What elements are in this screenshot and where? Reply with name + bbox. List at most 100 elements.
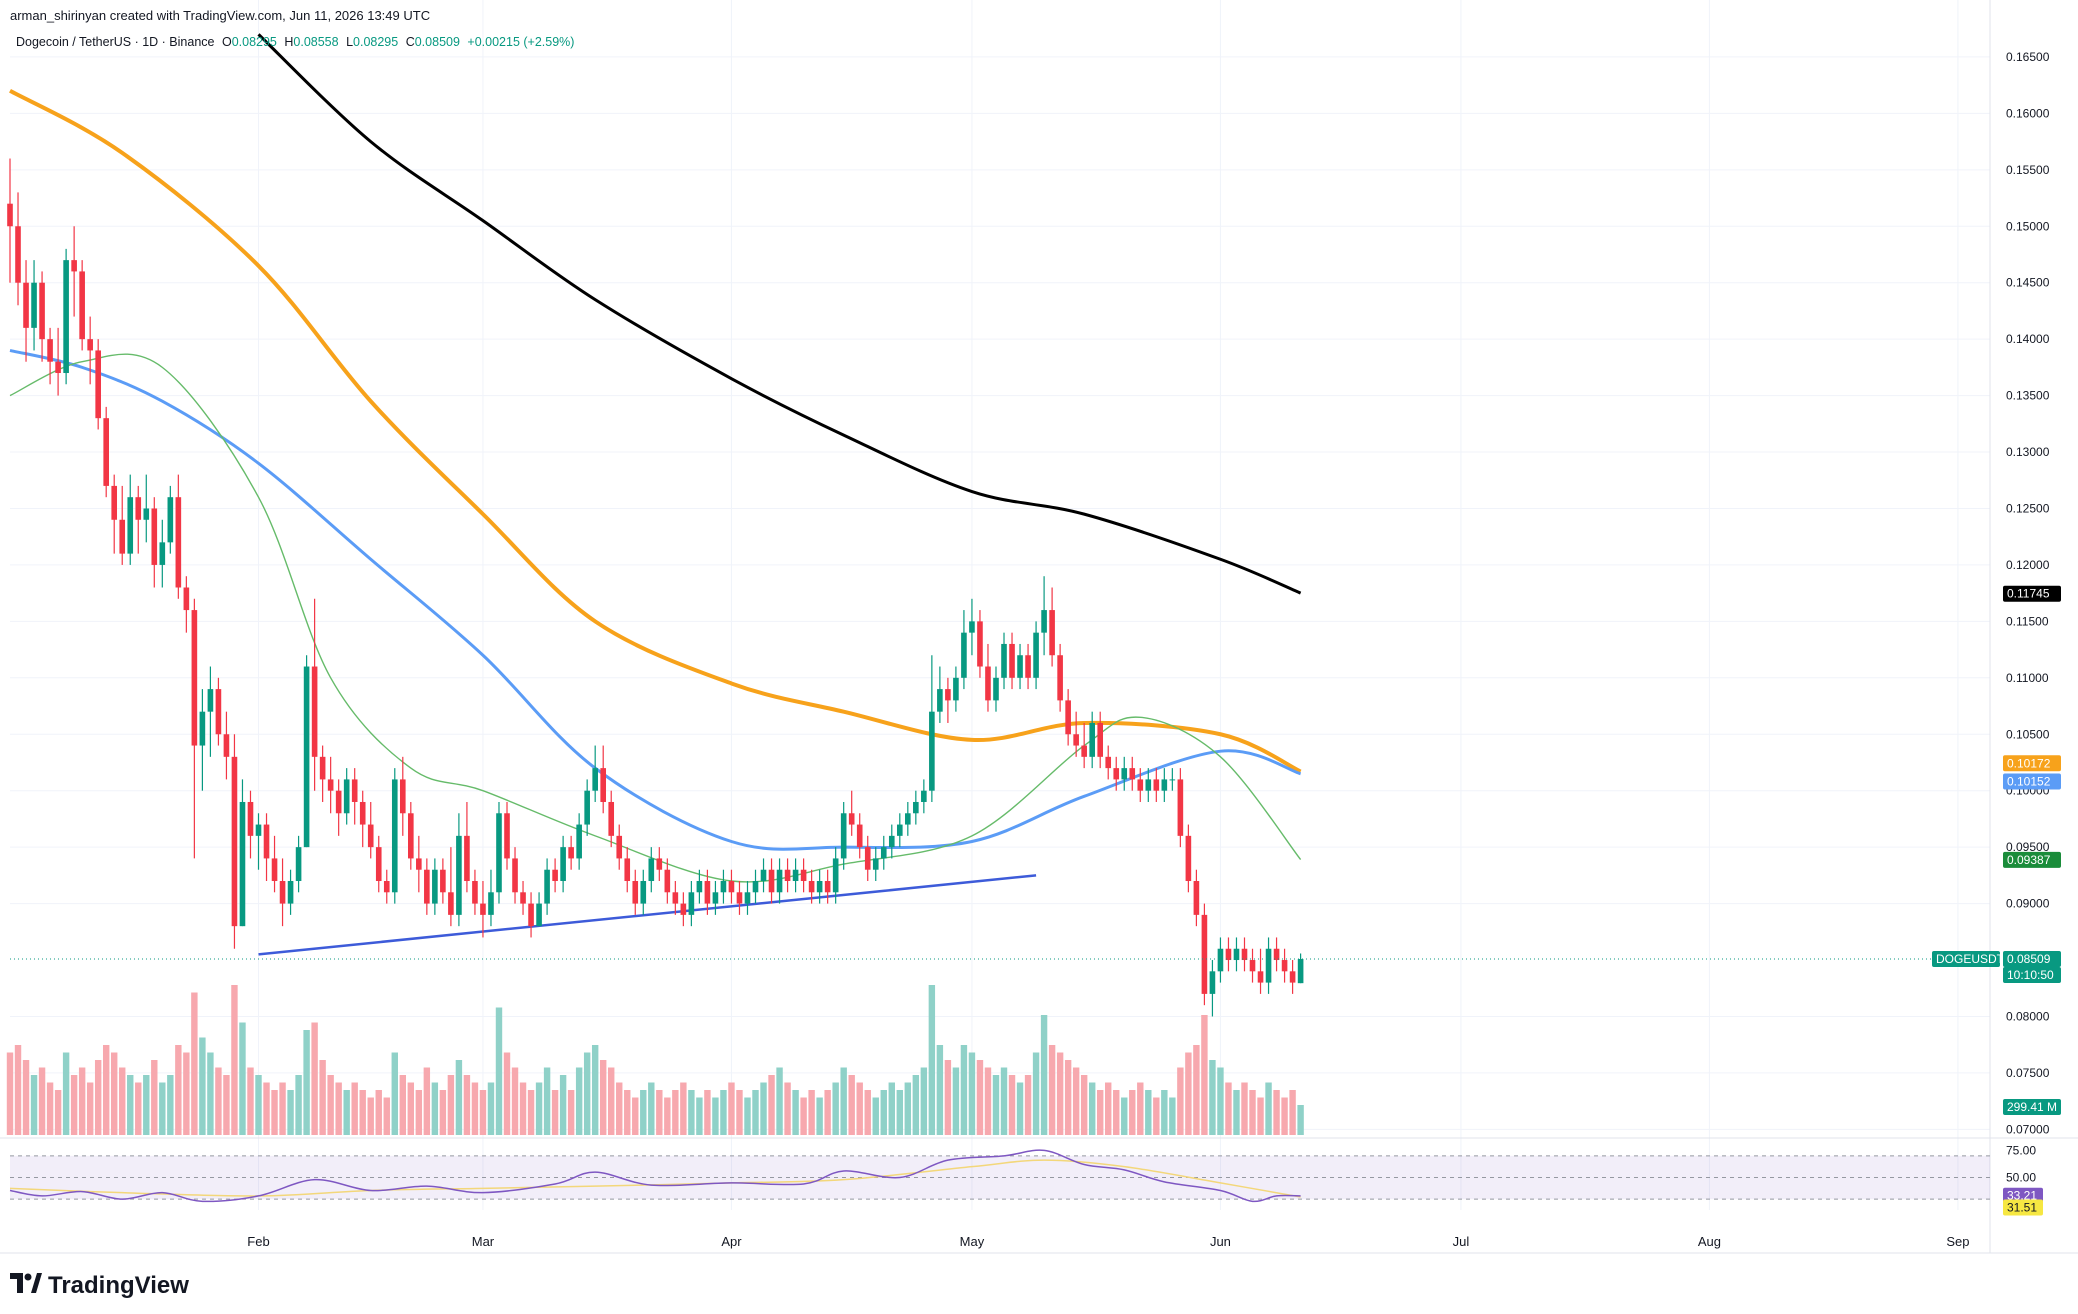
candle-body xyxy=(544,869,550,904)
volume-bar xyxy=(1072,1067,1080,1135)
price-tick-label: 0.12500 xyxy=(2006,501,2050,515)
time-tick-label: Feb xyxy=(247,1234,269,1249)
candle-body xyxy=(872,858,879,870)
volume-bar xyxy=(78,1067,86,1135)
volume-bar xyxy=(912,1075,920,1135)
candle-body xyxy=(552,869,558,882)
candle-body xyxy=(496,813,502,893)
volume-bar xyxy=(295,1075,302,1135)
volume-bar xyxy=(70,1075,78,1135)
volume-bar xyxy=(151,1060,158,1135)
last-price-symbol-tag: DOGEUSDT xyxy=(1936,952,2005,966)
candle-body xyxy=(1289,971,1296,983)
volume-bar xyxy=(175,1045,182,1135)
time-axis[interactable]: Feb Mar Apr May Jun Jul Aug Sep xyxy=(247,1234,1969,1249)
candle-body xyxy=(1161,779,1168,791)
candle-body xyxy=(1121,768,1128,780)
time-tick-label: Mar xyxy=(472,1234,495,1249)
volume-bar xyxy=(776,1067,783,1135)
volume-bar xyxy=(487,1082,495,1135)
volume-bar xyxy=(904,1082,912,1135)
candle-body xyxy=(1153,779,1160,791)
volume-bar xyxy=(583,1052,591,1135)
candle-body xyxy=(55,361,61,374)
candlesticks xyxy=(7,158,1304,1017)
volume-bar xyxy=(591,1045,599,1135)
candle-body xyxy=(159,542,166,565)
volume-bar xyxy=(311,1022,318,1135)
volume-bar xyxy=(680,1082,687,1135)
bar-countdown-tag-box xyxy=(2003,967,2061,984)
candle-body xyxy=(119,519,126,554)
candle-body xyxy=(111,485,118,520)
volume-bar xyxy=(968,1052,976,1135)
candle-body xyxy=(183,587,190,611)
volume-bar xyxy=(102,1045,110,1135)
candle-body xyxy=(816,881,823,893)
volume-bar xyxy=(335,1082,342,1135)
volume-bar xyxy=(167,1075,174,1135)
volume-bar xyxy=(519,1082,527,1135)
candle-body xyxy=(1049,610,1055,656)
candle-body xyxy=(880,847,887,859)
volume-bar xyxy=(279,1082,286,1135)
candle-body xyxy=(1241,948,1248,961)
candle-body xyxy=(680,903,687,915)
candle-body xyxy=(1065,700,1071,735)
time-tick-label: Aug xyxy=(1698,1234,1721,1249)
price-axis[interactable]: 0.16500 0.16000 0.15500 0.15000 0.14500 0.140… xyxy=(2006,50,2050,1185)
candle-body xyxy=(488,892,494,915)
volume-bar xyxy=(183,1052,190,1135)
price-label-ma50-box xyxy=(2003,773,2061,790)
tradingview-brand[interactable]: TradingView xyxy=(10,1272,189,1300)
volume-bar xyxy=(608,1067,615,1135)
volume-bar xyxy=(704,1090,711,1135)
candle-body xyxy=(664,869,671,893)
high-label: H xyxy=(284,35,294,49)
candle-body xyxy=(985,666,991,701)
candle-body xyxy=(351,779,358,802)
volume-bar xyxy=(1153,1097,1160,1135)
volume-bar xyxy=(215,1067,222,1135)
candle-body xyxy=(945,689,951,701)
candle-body xyxy=(1025,655,1031,678)
volume-bar xyxy=(471,1082,479,1135)
price-tick-label: 0.07500 xyxy=(2006,1066,2050,1080)
candle-body xyxy=(1209,971,1216,994)
candle-body xyxy=(263,824,270,859)
candle-body xyxy=(568,847,574,859)
volume-bar xyxy=(191,992,198,1135)
candle-body xyxy=(1257,971,1264,983)
candle-body xyxy=(937,689,943,712)
price-label-ma100-box xyxy=(2003,755,2061,772)
volume-bar xyxy=(864,1090,871,1135)
price-label-ma100: 0.10172 xyxy=(2007,756,2051,770)
candle-body xyxy=(464,835,470,882)
price-tick-label: 0.14000 xyxy=(2006,332,2050,346)
volume-bar xyxy=(720,1090,727,1135)
volume-bar xyxy=(1056,1052,1064,1135)
volume-bar xyxy=(111,1052,118,1135)
candle-body xyxy=(271,858,278,882)
last-price-value-tag: 0.08509 xyxy=(2007,952,2051,966)
ma100-line xyxy=(9,89,1302,774)
rsi-line xyxy=(9,1149,1301,1203)
candle-body xyxy=(1185,835,1192,882)
volume-bar xyxy=(599,1060,607,1135)
volume-bar xyxy=(159,1082,166,1135)
candle-body xyxy=(632,881,639,904)
candle-body xyxy=(79,271,85,340)
candle-body xyxy=(688,892,695,915)
volume-bar xyxy=(367,1097,374,1135)
open-label: O xyxy=(221,35,232,49)
volume-bar xyxy=(784,1082,791,1135)
volume-bar xyxy=(872,1097,879,1135)
candle-body xyxy=(416,858,422,870)
volume-bar xyxy=(199,1037,206,1135)
volume-bar xyxy=(1040,1015,1048,1135)
change-value: +0.00215 (+2.59%) xyxy=(467,35,575,49)
candle-body xyxy=(167,497,174,543)
candle-body xyxy=(856,824,863,848)
